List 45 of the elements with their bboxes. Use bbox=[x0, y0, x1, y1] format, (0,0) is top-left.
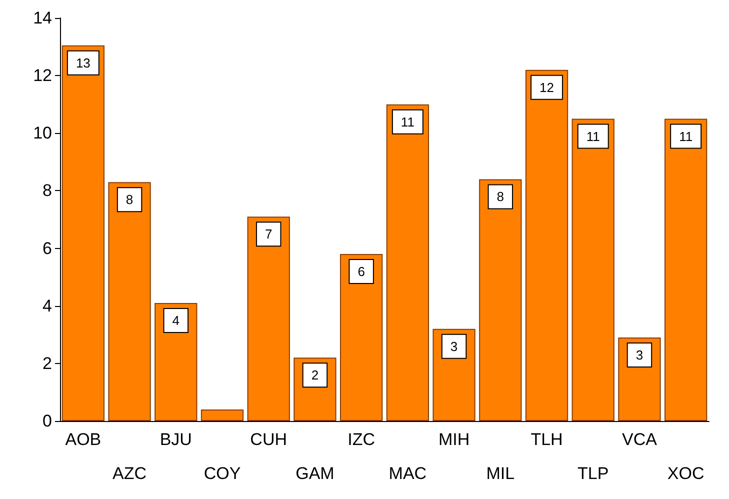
y-tick-label: 4 bbox=[42, 296, 52, 316]
x-tick-label: BJU bbox=[160, 430, 192, 449]
bar bbox=[62, 45, 105, 421]
x-tick-label: GAM bbox=[296, 464, 334, 483]
x-tick-label: CUH bbox=[250, 430, 288, 449]
data-label: 3 bbox=[636, 348, 644, 363]
data-label: 11 bbox=[679, 128, 693, 144]
data-label: 2 bbox=[311, 368, 319, 383]
data-label: 12 bbox=[540, 80, 554, 95]
y-tick-label: 10 bbox=[33, 124, 52, 143]
y-tick-label: 0 bbox=[42, 412, 52, 430]
data-label: 11 bbox=[586, 128, 600, 144]
x-tick-label: AZC bbox=[112, 464, 147, 483]
bar bbox=[664, 118, 708, 421]
data-label: 4 bbox=[172, 312, 180, 328]
bar bbox=[479, 179, 522, 421]
x-tick-label: IZC bbox=[348, 430, 376, 449]
bar bbox=[247, 216, 290, 421]
data-label: 8 bbox=[126, 192, 134, 208]
x-tick-label: XOC bbox=[667, 464, 704, 483]
data-label: 7 bbox=[264, 226, 272, 242]
y-tick-label: 14 bbox=[33, 8, 52, 28]
data-label: 6 bbox=[358, 264, 365, 280]
data-label: 3 bbox=[450, 338, 458, 354]
x-tick-label: TLP bbox=[578, 464, 609, 483]
x-tick-label: VCA bbox=[622, 430, 658, 449]
x-tick-label: MIH bbox=[438, 430, 470, 449]
bar bbox=[525, 70, 568, 421]
x-tick-label: MIL bbox=[486, 464, 515, 483]
x-tick-label: AOB bbox=[65, 430, 102, 449]
bar bbox=[386, 104, 430, 421]
bar bbox=[108, 182, 151, 421]
x-tick-label: TLH bbox=[530, 430, 563, 449]
y-tick-label: 8 bbox=[42, 181, 52, 200]
bar bbox=[200, 409, 244, 421]
data-label: 8 bbox=[496, 189, 504, 204]
bar bbox=[572, 118, 614, 421]
y-tick-label: 2 bbox=[42, 354, 52, 373]
x-tick-label: MAC bbox=[388, 464, 427, 483]
bar bbox=[340, 254, 383, 421]
data-label: 13 bbox=[76, 55, 90, 70]
y-tick-label: 6 bbox=[42, 238, 52, 258]
x-tick-label: COY bbox=[204, 464, 241, 483]
data-label: 11 bbox=[400, 114, 414, 130]
y-tick-label: 12 bbox=[33, 66, 52, 86]
